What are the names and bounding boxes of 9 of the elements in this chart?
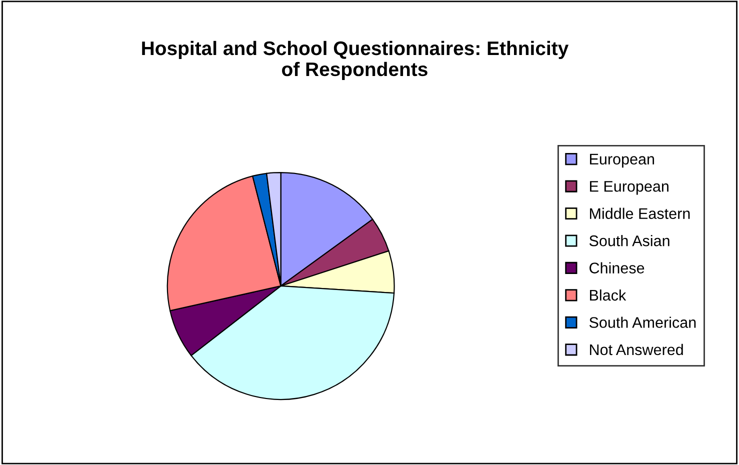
legend-label: E European bbox=[590, 181, 668, 195]
legend-label: South American bbox=[589, 316, 696, 328]
legend-label: South Asian bbox=[589, 235, 670, 246]
chart-title: Hospital and School Questionnaires: Ethnicity of Respondents bbox=[142, 40, 569, 80]
legend-label: Middle Eastern bbox=[590, 208, 690, 220]
legend-label: Black bbox=[590, 289, 626, 301]
legend-label: Not Answered bbox=[590, 344, 683, 356]
legend-label: Chinese bbox=[590, 262, 644, 274]
legend-label: European bbox=[590, 154, 654, 168]
